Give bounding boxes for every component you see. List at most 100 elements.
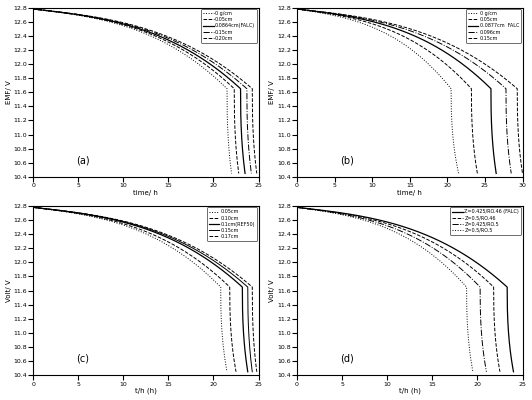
0.05cm bbox=[133, 26, 139, 31]
0.05cm bbox=[328, 12, 334, 16]
0.1cm(REF50) bbox=[30, 205, 36, 210]
0.10cm bbox=[68, 210, 74, 215]
0.096cm bbox=[401, 26, 408, 31]
0.0877cm  FALC bbox=[485, 84, 492, 89]
0.0877cm  FALC bbox=[294, 6, 300, 11]
Legend: 0.05cm, 0.10cm, 0.1cm(REF50), 0.15cm, 0.17cm: 0.05cm, 0.10cm, 0.1cm(REF50), 0.15cm, 0.… bbox=[206, 207, 257, 241]
Z=0.425/RO.5 bbox=[447, 257, 453, 262]
Text: (d): (d) bbox=[340, 353, 353, 363]
0.05cm bbox=[126, 225, 132, 230]
Line: 0 g/cm: 0 g/cm bbox=[33, 9, 231, 174]
0.1cm(REF50) bbox=[245, 369, 251, 374]
0.20cm bbox=[30, 6, 36, 11]
0.15cm bbox=[71, 12, 78, 16]
0.096cm bbox=[468, 59, 475, 64]
Line: 0.10cm: 0.10cm bbox=[33, 207, 236, 372]
0.10cm bbox=[233, 369, 239, 374]
0.17cm bbox=[246, 282, 253, 287]
Z=0.425/RO.5 bbox=[475, 282, 481, 287]
Line: 0.096cm: 0.096cm bbox=[297, 9, 511, 174]
0.05cm bbox=[30, 6, 36, 11]
0.10cm bbox=[194, 257, 201, 262]
Line: 0.15cm: 0.15cm bbox=[297, 9, 522, 174]
Z=0.5/RO.5 bbox=[435, 257, 442, 262]
0.05cm bbox=[199, 268, 205, 272]
0.15cm bbox=[478, 59, 484, 64]
0 g/cm bbox=[228, 171, 235, 176]
Z=0.425/RO.46 (FALC) bbox=[334, 210, 340, 215]
X-axis label: time/ h: time/ h bbox=[397, 190, 422, 196]
0.15cm bbox=[140, 26, 146, 31]
Y-axis label: EMF/ V: EMF/ V bbox=[270, 80, 276, 104]
Line: 0.05cm: 0.05cm bbox=[297, 9, 477, 174]
Z=0.425/RO.5 bbox=[329, 210, 336, 215]
Line: 0.17cm: 0.17cm bbox=[33, 207, 257, 372]
0.10cm bbox=[30, 205, 36, 210]
0.0877cm  FALC bbox=[489, 132, 495, 137]
Z=0.425/RO.46 (FALC) bbox=[484, 268, 490, 272]
0.0864cm(FALC) bbox=[235, 84, 241, 89]
0.17cm bbox=[30, 205, 36, 210]
0.17cm bbox=[228, 268, 234, 272]
Line: 0 g/cm: 0 g/cm bbox=[297, 9, 459, 174]
Z=0.5/RO.46 bbox=[294, 205, 300, 210]
0.10cm bbox=[131, 225, 137, 230]
Z=0.425/RO.46 (FALC) bbox=[294, 205, 300, 210]
X-axis label: t/h (h): t/h (h) bbox=[135, 388, 157, 394]
0 g/cm bbox=[373, 26, 379, 31]
Legend: 0 g/cm, 0.05cm, 0.0877cm  FALC, 0.096cm, 0.15cm: 0 g/cm, 0.05cm, 0.0877cm FALC, 0.096cm, … bbox=[466, 9, 521, 43]
0.05cm bbox=[224, 369, 230, 374]
0.05cm bbox=[219, 331, 225, 336]
Z=0.425/RO.46 (FALC) bbox=[501, 282, 508, 287]
0.096cm bbox=[500, 84, 506, 89]
Text: (b): (b) bbox=[339, 155, 354, 165]
0.15cm bbox=[248, 171, 255, 176]
Z=0.5/RO.5 bbox=[294, 205, 300, 210]
0 g/cm bbox=[225, 132, 231, 137]
0 g/cm bbox=[422, 59, 429, 64]
Z=0.425/RO.5 bbox=[294, 205, 300, 210]
Line: 0.15cm: 0.15cm bbox=[33, 9, 252, 174]
0 g/cm bbox=[205, 69, 211, 74]
0.05cm bbox=[211, 69, 218, 74]
Z=0.425/RO.46 (FALC) bbox=[505, 331, 512, 336]
0 g/cm bbox=[294, 6, 300, 11]
Z=0.5/RO.5 bbox=[465, 331, 471, 336]
0.15cm bbox=[249, 369, 255, 374]
0.20cm bbox=[143, 26, 149, 31]
Line: Z=0.425/RO.46 (FALC): Z=0.425/RO.46 (FALC) bbox=[297, 207, 513, 372]
0.05cm bbox=[69, 12, 75, 16]
Z=0.425/RO.5 bbox=[388, 225, 394, 230]
0 g/cm bbox=[433, 69, 439, 74]
0.10cm bbox=[207, 268, 214, 272]
0 g/cm bbox=[192, 59, 198, 64]
0.17cm bbox=[213, 257, 219, 262]
0.1cm(REF50) bbox=[70, 210, 77, 215]
0.20cm bbox=[246, 84, 253, 89]
0.15cm bbox=[515, 132, 521, 137]
0.05cm bbox=[439, 59, 446, 64]
0.15cm bbox=[294, 6, 300, 11]
0.15cm bbox=[71, 210, 78, 215]
0.05cm bbox=[451, 69, 458, 74]
0.0864cm(FALC) bbox=[242, 171, 248, 176]
0.15cm bbox=[223, 268, 230, 272]
0.1cm(REF50) bbox=[204, 257, 211, 262]
Line: Z=0.5/RO.46: Z=0.5/RO.46 bbox=[297, 207, 500, 372]
0.05cm bbox=[470, 132, 476, 137]
0.05cm bbox=[474, 171, 480, 176]
0.0864cm(FALC) bbox=[137, 26, 143, 31]
Z=0.5/RO.46 bbox=[488, 282, 494, 287]
0.0864cm(FALC) bbox=[238, 132, 245, 137]
0.1cm(REF50) bbox=[137, 225, 144, 230]
0.20cm bbox=[72, 12, 79, 16]
X-axis label: t/h (h): t/h (h) bbox=[399, 388, 421, 394]
Z=0.5/RO.46 bbox=[492, 331, 498, 336]
0.0877cm  FALC bbox=[493, 171, 500, 176]
Line: 0.1cm(REF50): 0.1cm(REF50) bbox=[33, 207, 248, 372]
0.15cm bbox=[209, 59, 215, 64]
0.05cm bbox=[294, 6, 300, 11]
Line: 0.0864cm(FALC): 0.0864cm(FALC) bbox=[33, 9, 245, 174]
0.1cm(REF50) bbox=[237, 282, 243, 287]
0.0877cm  FALC bbox=[394, 26, 400, 31]
